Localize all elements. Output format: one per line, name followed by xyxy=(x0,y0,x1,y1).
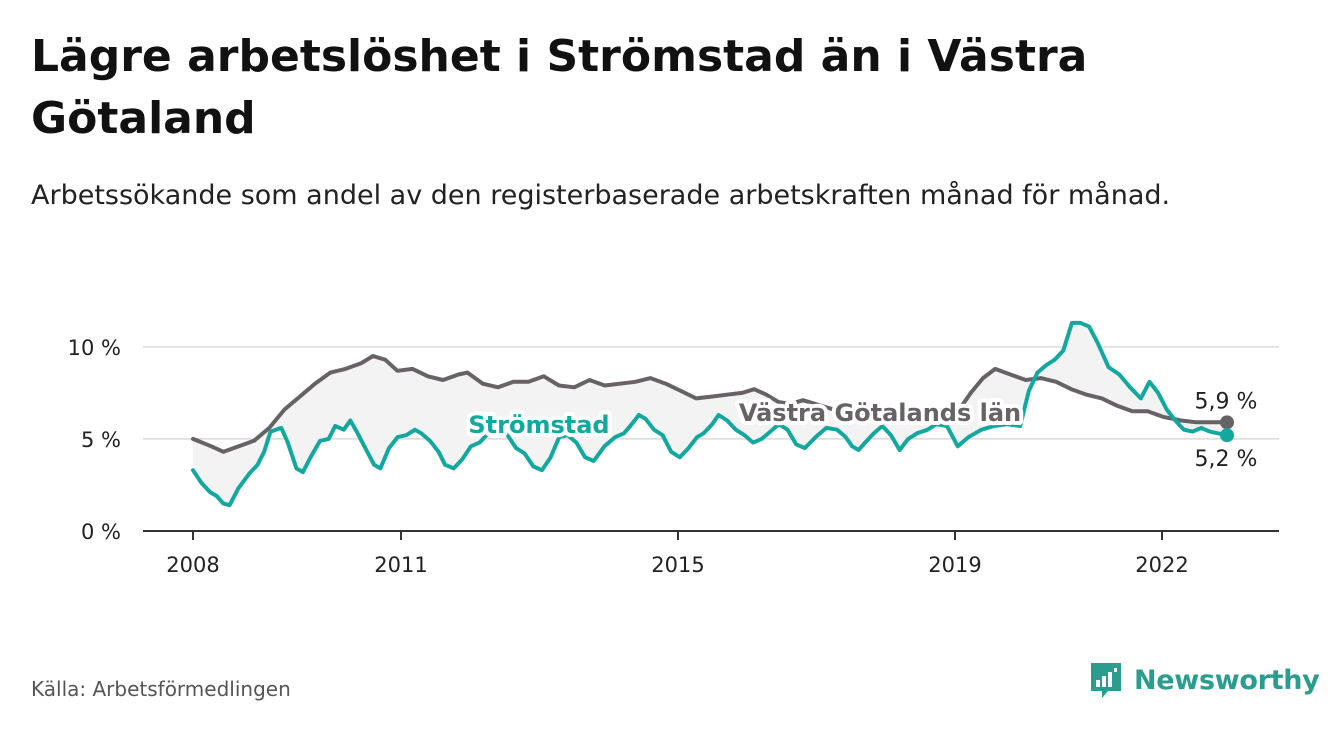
axes: 0 % 5 % 10 % 2008 2011 2015 2019 2022 xyxy=(68,336,1279,577)
newsworthy-logo: Newsworthy xyxy=(1088,660,1320,700)
bar-chart-logo-icon xyxy=(1091,663,1121,698)
x-tick-label: 2015 xyxy=(651,553,704,577)
brand-name: Newsworthy xyxy=(1134,664,1320,696)
y-tick-label: 5 % xyxy=(81,428,121,452)
gap-fill xyxy=(193,322,1225,505)
end-point-vastra-gotaland xyxy=(1220,415,1234,430)
x-tick-label: 2008 xyxy=(166,553,219,577)
end-label-vastra-gotaland: 5,9 % xyxy=(1195,389,1258,414)
gap-area xyxy=(193,322,1225,505)
end-point-stromstad xyxy=(1220,428,1234,443)
x-tick-label: 2022 xyxy=(1135,553,1188,577)
source-note: Källa: Arbetsförmedlingen xyxy=(31,677,291,701)
x-tick-label: 2019 xyxy=(928,553,981,577)
svg-text:Strömstad: Strömstad xyxy=(468,411,609,439)
y-tick-label: 0 % xyxy=(81,520,121,544)
chart-subtitle: Arbetssökande som andel av den registerb… xyxy=(31,180,1171,211)
line-chart: 0 % 5 % 10 % 2008 2011 2015 2019 2022 5,9 % 5,2 … xyxy=(68,320,1279,577)
svg-text:Strömstad: Strömstad xyxy=(468,411,609,439)
x-tick-label: 2011 xyxy=(374,553,427,577)
chart-title: Lägre arbetslöshet i Strömstad än i Väst… xyxy=(31,31,1088,144)
svg-text:Västra Götalands län: Västra Götalands län xyxy=(739,399,1021,427)
end-label-stromstad: 5,2 % xyxy=(1195,447,1258,472)
y-tick-label: 10 % xyxy=(68,336,121,360)
series-line-stromstad xyxy=(191,320,1229,508)
series-lines xyxy=(191,320,1234,508)
series-line-vastra-gotaland xyxy=(191,354,1229,454)
svg-text:Västra Götalands län: Västra Götalands län xyxy=(739,399,1021,427)
